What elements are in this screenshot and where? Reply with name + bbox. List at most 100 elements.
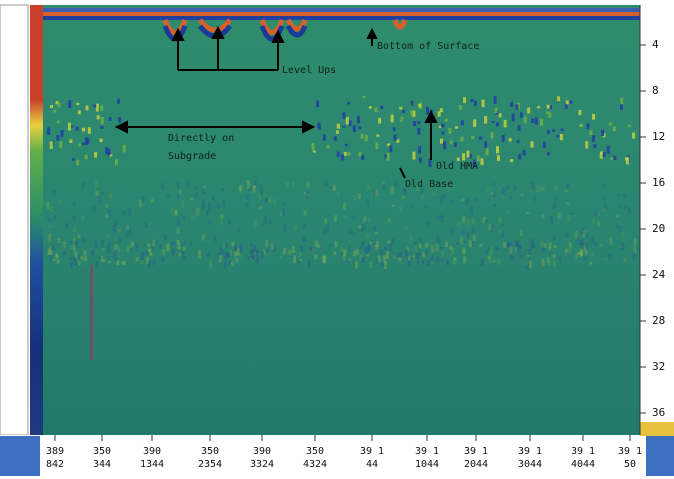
reflection — [220, 217, 224, 225]
reflection — [368, 106, 372, 109]
reflection — [537, 106, 541, 109]
reflection — [312, 150, 316, 153]
reflection — [569, 212, 573, 215]
reflection — [488, 223, 492, 230]
reflection — [491, 120, 495, 123]
reflection — [525, 261, 529, 265]
reflection — [436, 234, 440, 241]
reflection — [612, 126, 616, 132]
reflection — [197, 250, 201, 259]
reflection — [49, 206, 53, 212]
reflection — [178, 252, 182, 257]
reflection — [604, 253, 608, 259]
reflection — [527, 107, 531, 114]
reflection — [264, 197, 268, 203]
reflection — [420, 188, 424, 195]
reflection — [564, 102, 568, 109]
reflection — [346, 258, 350, 262]
reflection — [399, 252, 403, 258]
reflection — [49, 246, 53, 252]
reflection — [506, 211, 510, 214]
reflection — [336, 123, 340, 129]
reflection — [182, 246, 186, 252]
reflection — [422, 252, 426, 258]
reflection — [518, 244, 522, 249]
reflection — [125, 225, 129, 230]
reflection — [190, 197, 194, 201]
reflection — [541, 214, 545, 219]
reflection — [365, 235, 369, 239]
reflection — [468, 240, 472, 248]
reflection — [94, 241, 98, 249]
scan-area — [43, 5, 640, 435]
reflection — [484, 250, 488, 255]
reflection — [213, 234, 217, 242]
reflection — [456, 242, 460, 245]
reflection — [559, 133, 563, 141]
distance-label: 50 — [624, 459, 636, 470]
reflection — [546, 104, 550, 109]
reflection — [102, 259, 106, 262]
reflection — [74, 261, 78, 267]
corner-box — [646, 436, 674, 476]
reflection — [541, 258, 545, 267]
reflection — [449, 199, 453, 204]
reflection — [72, 158, 76, 161]
reflection — [367, 242, 371, 250]
reflection — [302, 236, 306, 242]
reflection — [403, 187, 407, 194]
reflection — [51, 244, 55, 251]
reflection — [415, 185, 419, 192]
reflection — [457, 222, 461, 227]
reflection — [303, 192, 307, 195]
reflection — [487, 247, 491, 251]
reflection — [69, 139, 73, 143]
reflection — [48, 218, 52, 222]
reflection — [529, 260, 533, 269]
annotation-arrows — [114, 25, 438, 179]
reflection — [345, 247, 349, 254]
reflection — [195, 210, 199, 218]
reflection — [117, 98, 121, 104]
reflection — [249, 243, 253, 248]
reflection — [414, 244, 418, 252]
reflection — [84, 255, 88, 261]
reflection — [272, 244, 276, 251]
level-up-reflection — [162, 18, 408, 35]
reflection — [47, 127, 51, 135]
reflection — [347, 246, 351, 252]
reflection — [229, 250, 233, 257]
reflection — [501, 195, 505, 198]
reflection — [307, 193, 311, 197]
reflection — [222, 243, 226, 248]
reflection — [91, 249, 95, 256]
reflection — [261, 251, 265, 259]
reflection — [481, 99, 485, 107]
reflection — [354, 261, 358, 269]
reflection — [63, 242, 67, 245]
reflection — [415, 253, 419, 259]
reflection — [597, 221, 601, 227]
reflection — [314, 241, 318, 247]
reflection — [177, 217, 181, 225]
reflection — [383, 255, 387, 263]
reflection — [462, 247, 466, 255]
reflection — [130, 241, 134, 247]
reflection — [583, 245, 587, 251]
reflection — [492, 182, 496, 187]
reflection — [530, 241, 534, 250]
reflection — [367, 245, 371, 252]
reflection — [436, 216, 440, 220]
reflection — [437, 111, 441, 117]
reflection — [382, 181, 386, 190]
reflection — [539, 186, 543, 192]
reflection — [392, 255, 396, 260]
reflection — [501, 134, 505, 142]
reflection — [248, 186, 252, 191]
reflection — [154, 240, 158, 247]
reflection — [334, 188, 338, 193]
reflection — [510, 158, 514, 163]
reflection — [72, 216, 76, 223]
reflection — [567, 214, 571, 223]
reflection — [374, 244, 378, 251]
